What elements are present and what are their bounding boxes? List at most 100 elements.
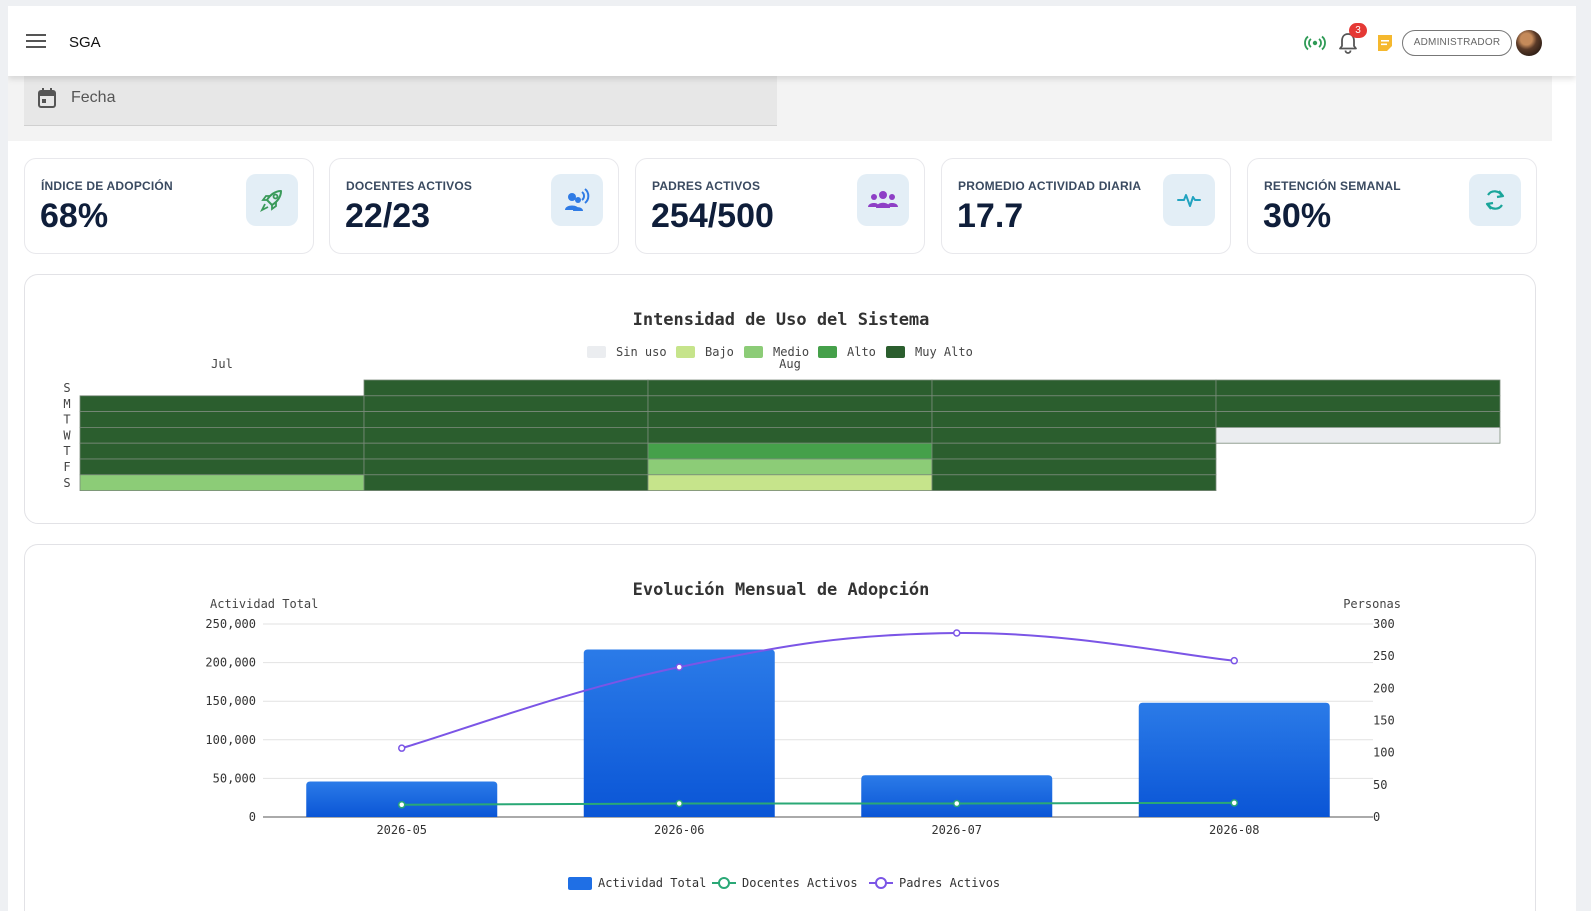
usage-heatmap-chart: Intensidad de Uso del Sistema Sin uso Baj… bbox=[63, 310, 1501, 492]
bar[interactable] bbox=[306, 781, 498, 817]
heatmap-cell[interactable] bbox=[647, 411, 933, 428]
kpi-icon-box bbox=[857, 174, 909, 226]
kpi-card-retention: RETENCIÓN SEMANAL 30% bbox=[1247, 158, 1537, 254]
heatmap-cell[interactable] bbox=[79, 442, 365, 460]
heatmap-cell[interactable] bbox=[931, 458, 1217, 476]
heatmap-cell[interactable] bbox=[363, 379, 649, 397]
heatmap-title: Intensidad de Uso del Sistema bbox=[633, 310, 930, 330]
kpi-value: 22/23 bbox=[345, 197, 431, 235]
y2-tick-label: 100 bbox=[1373, 746, 1395, 760]
series-point[interactable] bbox=[1230, 799, 1238, 807]
kpi-icon-box bbox=[246, 174, 298, 226]
y2-tick-label: 200 bbox=[1373, 681, 1395, 695]
kpi-card-daily-activity: PROMEDIO ACTIVIDAD DIARIA 17.7 bbox=[941, 158, 1231, 254]
kpi-label: RETENCIÓN SEMANAL bbox=[1264, 179, 1401, 193]
y2-tick-label: 150 bbox=[1373, 714, 1395, 728]
kpi-label: PROMEDIO ACTIVIDAD DIARIA bbox=[958, 179, 1142, 193]
y-axis-right-label: Personas bbox=[1343, 597, 1401, 611]
y2-tick-label: 250 bbox=[1373, 649, 1395, 663]
kpi-icon-box bbox=[1469, 174, 1521, 226]
heatmap-cell[interactable] bbox=[931, 426, 1217, 444]
y-tick-label: 0 bbox=[249, 810, 256, 824]
heatmap-cell[interactable] bbox=[363, 458, 649, 476]
bar[interactable] bbox=[861, 775, 1053, 817]
day-label: S bbox=[63, 381, 70, 395]
legend-label[interactable]: Docentes Activos bbox=[742, 876, 858, 890]
heatmap-cell[interactable] bbox=[1215, 379, 1501, 397]
voice-users-icon bbox=[565, 188, 590, 211]
y2-tick-label: 300 bbox=[1373, 617, 1395, 631]
legend-label[interactable]: Padres Activos bbox=[899, 876, 1000, 890]
heatmap-month-labels: Jul Aug bbox=[211, 357, 801, 371]
legend-label: Bajo bbox=[705, 345, 734, 359]
kpi-label: DOCENTES ACTIVOS bbox=[346, 179, 473, 193]
bar-series bbox=[306, 649, 1330, 817]
legend-label: Muy Alto bbox=[915, 345, 973, 359]
heatmap-cell[interactable] bbox=[647, 458, 933, 476]
legend-swatch bbox=[886, 346, 905, 358]
legend-swatch bbox=[587, 346, 606, 358]
brand-title: SGA bbox=[69, 34, 101, 51]
series-point[interactable] bbox=[675, 799, 683, 808]
month-label: Jul bbox=[211, 357, 233, 371]
group-icon bbox=[868, 191, 898, 208]
connection-status-icon[interactable] bbox=[1304, 35, 1326, 51]
heatmap-cell[interactable] bbox=[79, 474, 365, 492]
heatmap-cell[interactable] bbox=[363, 474, 649, 492]
kpi-icon-box bbox=[551, 174, 603, 226]
series-point[interactable] bbox=[953, 629, 961, 637]
heatmap-cell[interactable] bbox=[1215, 395, 1501, 413]
heatmap-cell[interactable] bbox=[647, 379, 933, 397]
kpi-card-parents: PADRES ACTIVOS 254/500 bbox=[635, 158, 925, 254]
heatmap-cell[interactable] bbox=[79, 411, 365, 428]
series-point[interactable] bbox=[675, 663, 683, 671]
x-tick-label: 2026-06 bbox=[654, 823, 705, 837]
monthly-adoption-chart: Evolución Mensual de Adopción Actividad … bbox=[205, 580, 1401, 890]
kpi-card-teachers: DOCENTES ACTIVOS 22/23 bbox=[329, 158, 619, 254]
day-label: T bbox=[63, 413, 70, 427]
series-point[interactable] bbox=[953, 799, 961, 808]
date-filter-field[interactable]: Fecha bbox=[24, 68, 777, 126]
heatmap-cell[interactable] bbox=[931, 411, 1217, 428]
heatmap-cell[interactable] bbox=[647, 474, 933, 492]
heatmap-cell[interactable] bbox=[363, 411, 649, 428]
series-point[interactable] bbox=[398, 801, 406, 809]
app-window: SGA 3 ADMINISTRADOR F bbox=[8, 6, 1576, 911]
heatmap-cell[interactable] bbox=[647, 426, 933, 444]
legend-swatch bbox=[818, 346, 837, 358]
heatmap-cell[interactable] bbox=[79, 426, 365, 444]
rocket-icon bbox=[259, 190, 282, 213]
heatmap-cell[interactable] bbox=[1215, 411, 1501, 428]
x-tick-label: 2026-08 bbox=[1209, 823, 1260, 837]
kpi-card-adoption: ÍNDICE DE ADOPCIÓN 68% bbox=[24, 158, 314, 254]
legend-marker bbox=[718, 877, 730, 889]
legend-label[interactable]: Actividad Total bbox=[598, 876, 706, 890]
heatmap-legend: Sin uso Bajo Medio Alto Muy Alto bbox=[587, 345, 973, 359]
bar[interactable] bbox=[583, 649, 775, 817]
legend-swatch bbox=[568, 877, 592, 890]
y-tick-label: 100,000 bbox=[205, 733, 256, 747]
heatmap-cell[interactable] bbox=[931, 395, 1217, 413]
heatmap-cell[interactable] bbox=[363, 395, 649, 413]
role-button[interactable]: ADMINISTRADOR bbox=[1402, 30, 1512, 56]
heatmap-cell[interactable] bbox=[79, 458, 365, 476]
hamburger-menu-icon[interactable] bbox=[26, 34, 46, 48]
user-avatar[interactable] bbox=[1516, 30, 1542, 56]
heatmap-cell[interactable] bbox=[647, 442, 933, 460]
heatmap-cell[interactable] bbox=[647, 395, 933, 413]
legend-marker bbox=[875, 877, 887, 889]
notification-badge: 3 bbox=[1349, 23, 1367, 38]
heatmap-cell[interactable] bbox=[79, 395, 365, 413]
bar[interactable] bbox=[1138, 702, 1330, 817]
heatmap-cell[interactable] bbox=[931, 379, 1217, 397]
series-point[interactable] bbox=[398, 744, 406, 752]
series-point[interactable] bbox=[1230, 656, 1238, 665]
notes-icon[interactable] bbox=[1376, 34, 1394, 52]
kpi-value: 17.7 bbox=[957, 197, 1024, 235]
heatmap-cell[interactable] bbox=[1215, 426, 1501, 444]
heatmap-cell[interactable] bbox=[931, 442, 1217, 460]
heatmap-cell[interactable] bbox=[363, 442, 649, 460]
heatmap-cell[interactable] bbox=[363, 426, 649, 444]
heatmap-cell[interactable] bbox=[931, 474, 1217, 492]
